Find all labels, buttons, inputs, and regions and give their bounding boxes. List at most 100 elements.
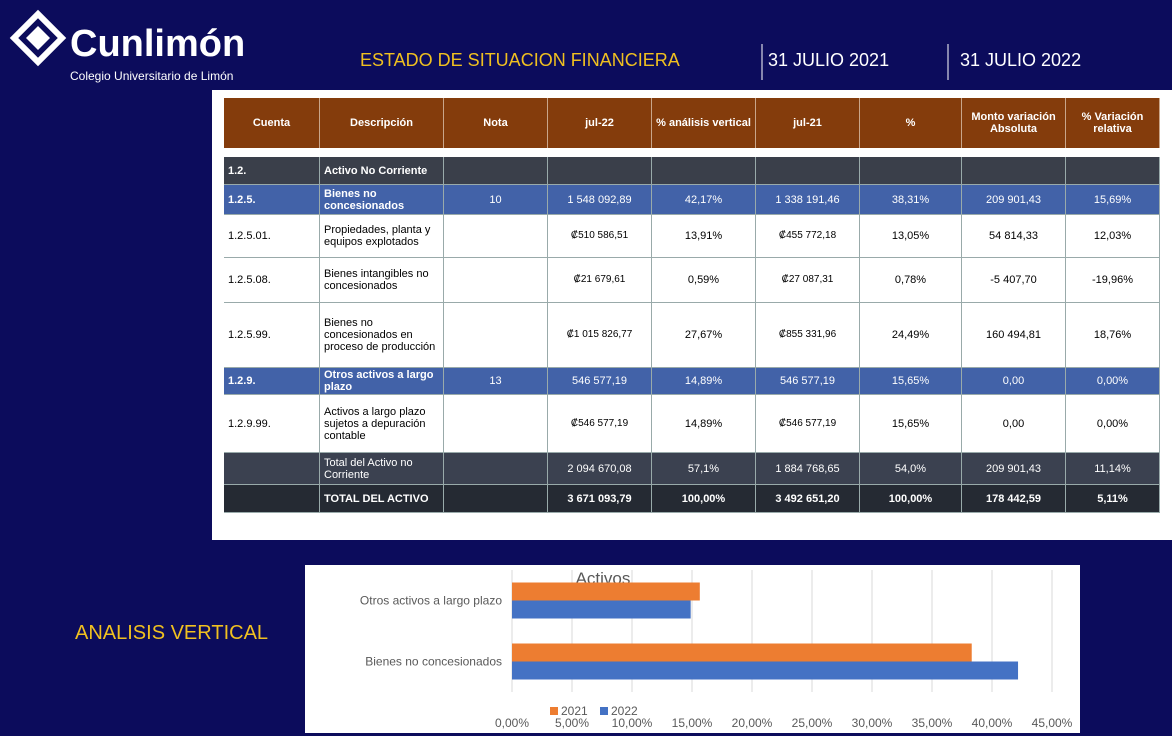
table-cell: ₡21 679,61 — [548, 258, 652, 303]
table-cell: Activo No Corriente — [320, 157, 444, 185]
table-cell: 1 884 768,65 — [756, 453, 860, 485]
table-cell: 14,89% — [652, 368, 756, 395]
table-cell: 27,67% — [652, 303, 756, 368]
table-cell: 13,05% — [860, 215, 962, 258]
logo-subtitle: Colegio Universitario de Limón — [70, 69, 233, 83]
table-cell: 15,65% — [860, 395, 962, 453]
date: 31 JULIO 2022 — [960, 50, 1081, 70]
table-cell: 3 671 093,79 — [548, 485, 652, 513]
table-cell — [444, 258, 548, 303]
table-cell: 209 901,43 — [962, 185, 1066, 215]
table-cell: 38,31% — [860, 185, 962, 215]
bar — [512, 600, 691, 619]
table-cell: ₡27 087,31 — [756, 258, 860, 303]
table-cell: 11,14% — [1066, 453, 1160, 485]
chart: 0,00% 5,00% 10,00% 15,00% 20,00% 25,00% 30,00%… — [305, 565, 1080, 733]
table-cell — [548, 157, 652, 185]
logo-icon — [9, 9, 67, 67]
column-header: jul-22 — [548, 98, 652, 148]
column-header: % Variación relativa — [1066, 98, 1160, 148]
table-cell: 5,11% — [1066, 485, 1160, 513]
table-cell — [444, 303, 548, 368]
table-cell: 178 442,59 — [962, 485, 1066, 513]
column-header: Cuenta — [224, 98, 320, 148]
table-cell: 0,78% — [860, 258, 962, 303]
table-cell: ₡855 331,96 — [756, 303, 860, 368]
bar — [512, 582, 700, 601]
legend-label: 2021 — [561, 704, 588, 718]
table-cell: 12,03% — [1066, 215, 1160, 258]
table-cell: 0,00 — [962, 395, 1066, 453]
section-label: ANALISIS VERTICAL — [75, 622, 269, 644]
table-cell: 0,00% — [1066, 368, 1160, 395]
x-tick-label: 5,00% — [555, 716, 589, 730]
table-cell: Activos a largo plazo sujetos a depuraci… — [320, 395, 444, 453]
column-header: % — [860, 98, 962, 148]
table-cell: 14,89% — [652, 395, 756, 453]
table-cell: Propiedades, planta y equipos explotados — [320, 215, 444, 258]
table-cell: 0,59% — [652, 258, 756, 303]
table-cell: 0,00% — [1066, 395, 1160, 453]
table-cell: -19,96% — [1066, 258, 1160, 303]
title: ESTADO DE SITUACION FINANCIERA — [360, 50, 680, 70]
table-cell: 13 — [444, 368, 548, 395]
legend-swatch — [550, 707, 558, 715]
table-cell: -5 407,70 — [962, 258, 1066, 303]
table-cell: Otros activos a largo plazo — [320, 368, 444, 395]
x-tick-label: 45,00% — [1032, 716, 1073, 730]
table-cell — [860, 157, 962, 185]
table-cell — [444, 395, 548, 453]
table-cell: Bienes no concesionados en proceso de pr… — [320, 303, 444, 368]
table-cell: 13,91% — [652, 215, 756, 258]
table-cell: 1.2. — [224, 157, 320, 185]
table-cell: 57,1% — [652, 453, 756, 485]
logo: Cunlimón — [70, 23, 245, 65]
table-cell — [444, 157, 548, 185]
x-tick-label: 20,00% — [732, 716, 773, 730]
table-cell — [652, 157, 756, 185]
x-tick-label: 25,00% — [792, 716, 833, 730]
table-cell: 209 901,43 — [962, 453, 1066, 485]
table-cell: 54,0% — [860, 453, 962, 485]
table-cell: ₡546 577,19 — [548, 395, 652, 453]
table-cell: ₡1 015 826,77 — [548, 303, 652, 368]
x-tick-label: 35,00% — [912, 716, 953, 730]
bar — [512, 661, 1019, 680]
table-cell: 18,76% — [1066, 303, 1160, 368]
table-cell: 10 — [444, 185, 548, 215]
table-cell: 0,00 — [962, 368, 1066, 395]
x-tick-label: 15,00% — [672, 716, 713, 730]
table-cell — [756, 157, 860, 185]
table-cell — [962, 157, 1066, 185]
column-header: Nota — [444, 98, 548, 148]
table-cell: TOTAL DEL ACTIVO — [320, 485, 444, 513]
table-cell — [224, 485, 320, 513]
table-cell: Bienes intangibles no concesionados — [320, 258, 444, 303]
date: 31 JULIO 2021 — [768, 50, 889, 70]
table-cell: 15,69% — [1066, 185, 1160, 215]
table-cell: 1 338 191,46 — [756, 185, 860, 215]
table-cell: ₡455 772,18 — [756, 215, 860, 258]
bar — [512, 643, 972, 662]
table-cell: 100,00% — [652, 485, 756, 513]
table-cell — [1066, 157, 1160, 185]
table-cell: 2 094 670,08 — [548, 453, 652, 485]
table-cell: Total del Activo no Corriente — [320, 453, 444, 485]
table-cell — [444, 215, 548, 258]
table-cell: 42,17% — [652, 185, 756, 215]
column-header: Monto variación Absoluta — [962, 98, 1066, 148]
table-cell — [444, 453, 548, 485]
table-cell: 15,65% — [860, 368, 962, 395]
table-cell: ₡510 586,51 — [548, 215, 652, 258]
y-tick-label: Bienes no concesionados — [365, 655, 502, 669]
table-cell: 160 494,81 — [962, 303, 1066, 368]
table-cell: 54 814,33 — [962, 215, 1066, 258]
header: Cunlimón Colegio Universitario de Limón … — [9, 9, 1081, 83]
table-cell — [224, 453, 320, 485]
table-cell: ₡546 577,19 — [756, 395, 860, 453]
table-cell — [444, 485, 548, 513]
x-tick-label: 10,00% — [612, 716, 653, 730]
table-cell: 1 548 092,89 — [548, 185, 652, 215]
table-cell: 3 492 651,20 — [756, 485, 860, 513]
